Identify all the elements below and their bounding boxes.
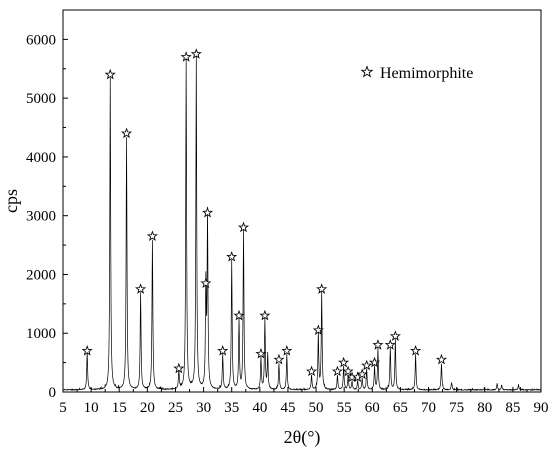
peak-marker-star-icon [259, 309, 271, 321]
y-tick-label: 4000 [26, 150, 56, 166]
x-tick-label: 65 [393, 400, 408, 416]
y-tick-label: 0 [49, 385, 57, 401]
peak-marker-star-icon [104, 68, 116, 80]
peak-marker-star-icon [331, 365, 343, 377]
x-tick-label: 5 [59, 400, 67, 416]
peak-marker-star-icon [173, 362, 185, 374]
peak-marker-star-icon [306, 365, 318, 377]
peak-marker-star-icon [389, 330, 401, 341]
peak-marker-star-icon [255, 347, 267, 359]
x-tick-label: 50 [309, 400, 324, 416]
x-tick-label: 80 [477, 400, 492, 416]
x-tick-label: 25 [168, 400, 183, 416]
peak-marker-star-icon [410, 345, 422, 356]
peak-marker-star-icon [338, 356, 350, 368]
peak-marker-star-icon [217, 345, 229, 356]
x-tick-label: 40 [252, 400, 267, 416]
plot-content [62, 48, 542, 392]
y-tick-label: 3000 [26, 209, 56, 225]
peak-marker-star-icon [372, 339, 384, 350]
x-tick-label: 30 [196, 400, 211, 416]
legend-label: Hemimorphite [380, 65, 473, 82]
x-tick-label: 70 [421, 400, 436, 416]
peak-marker-star-icon [135, 283, 147, 294]
x-tick-label: 75 [449, 400, 464, 416]
peak-marker-star-icon [273, 353, 285, 365]
peak-marker-star-icon [120, 127, 133, 139]
peak-marker-star-icon [180, 51, 192, 62]
y-axis-ticks: 0 1000 2000 3000 4000 5000 6000 [26, 9, 68, 401]
legend-star-icon [360, 65, 374, 78]
peak-marker-star-icon [342, 365, 354, 377]
x-tick-label: 60 [365, 400, 380, 416]
peak-marker-star-icon [237, 221, 250, 233]
x-tick-label: 20 [140, 400, 155, 416]
peak-marker-star-icon [201, 206, 214, 218]
peak-marker-star-icon [356, 368, 368, 380]
peak-marker-star-icon [190, 48, 202, 59]
x-tick-label: 45 [280, 400, 295, 416]
peak-marker-star-icon [361, 359, 373, 371]
peak-marker-star-icon [233, 309, 245, 321]
x-tick-label: 10 [84, 400, 99, 416]
peak-marker-star-icon [368, 356, 381, 368]
y-axis-title: cps [1, 189, 21, 213]
legend: Hemimorphite [360, 65, 473, 82]
peak-marker-star-icon [146, 230, 158, 241]
x-tick-label: 55 [337, 400, 352, 416]
peak-markers [81, 48, 448, 383]
diffraction-pattern-line [62, 55, 542, 392]
x-tick-label: 15 [112, 400, 127, 416]
x-tick-label: 85 [505, 400, 520, 416]
y-tick-label: 5000 [26, 91, 56, 107]
peak-marker-star-icon [226, 250, 238, 262]
y-tick-label: 6000 [26, 32, 56, 48]
peak-marker-star-icon [312, 324, 324, 336]
peak-marker-star-icon [200, 277, 212, 289]
peak-marker-star-icon [316, 283, 328, 294]
x-axis-ticks: 5 10 15 20 25 30 35 40 45 50 55 60 65 70 75 80 85 90 [59, 387, 549, 416]
x-tick-label: 35 [224, 400, 239, 416]
y-tick-label: 1000 [26, 326, 56, 342]
x-tick-label: 90 [534, 400, 549, 416]
peak-marker-star-icon [435, 353, 448, 365]
y-tick-label: 2000 [26, 267, 56, 283]
x-axis-title: 2θ(°) [284, 427, 321, 448]
peak-marker-star-icon [281, 345, 293, 356]
peak-marker-star-icon [384, 339, 396, 350]
peak-marker-star-icon [81, 345, 93, 356]
